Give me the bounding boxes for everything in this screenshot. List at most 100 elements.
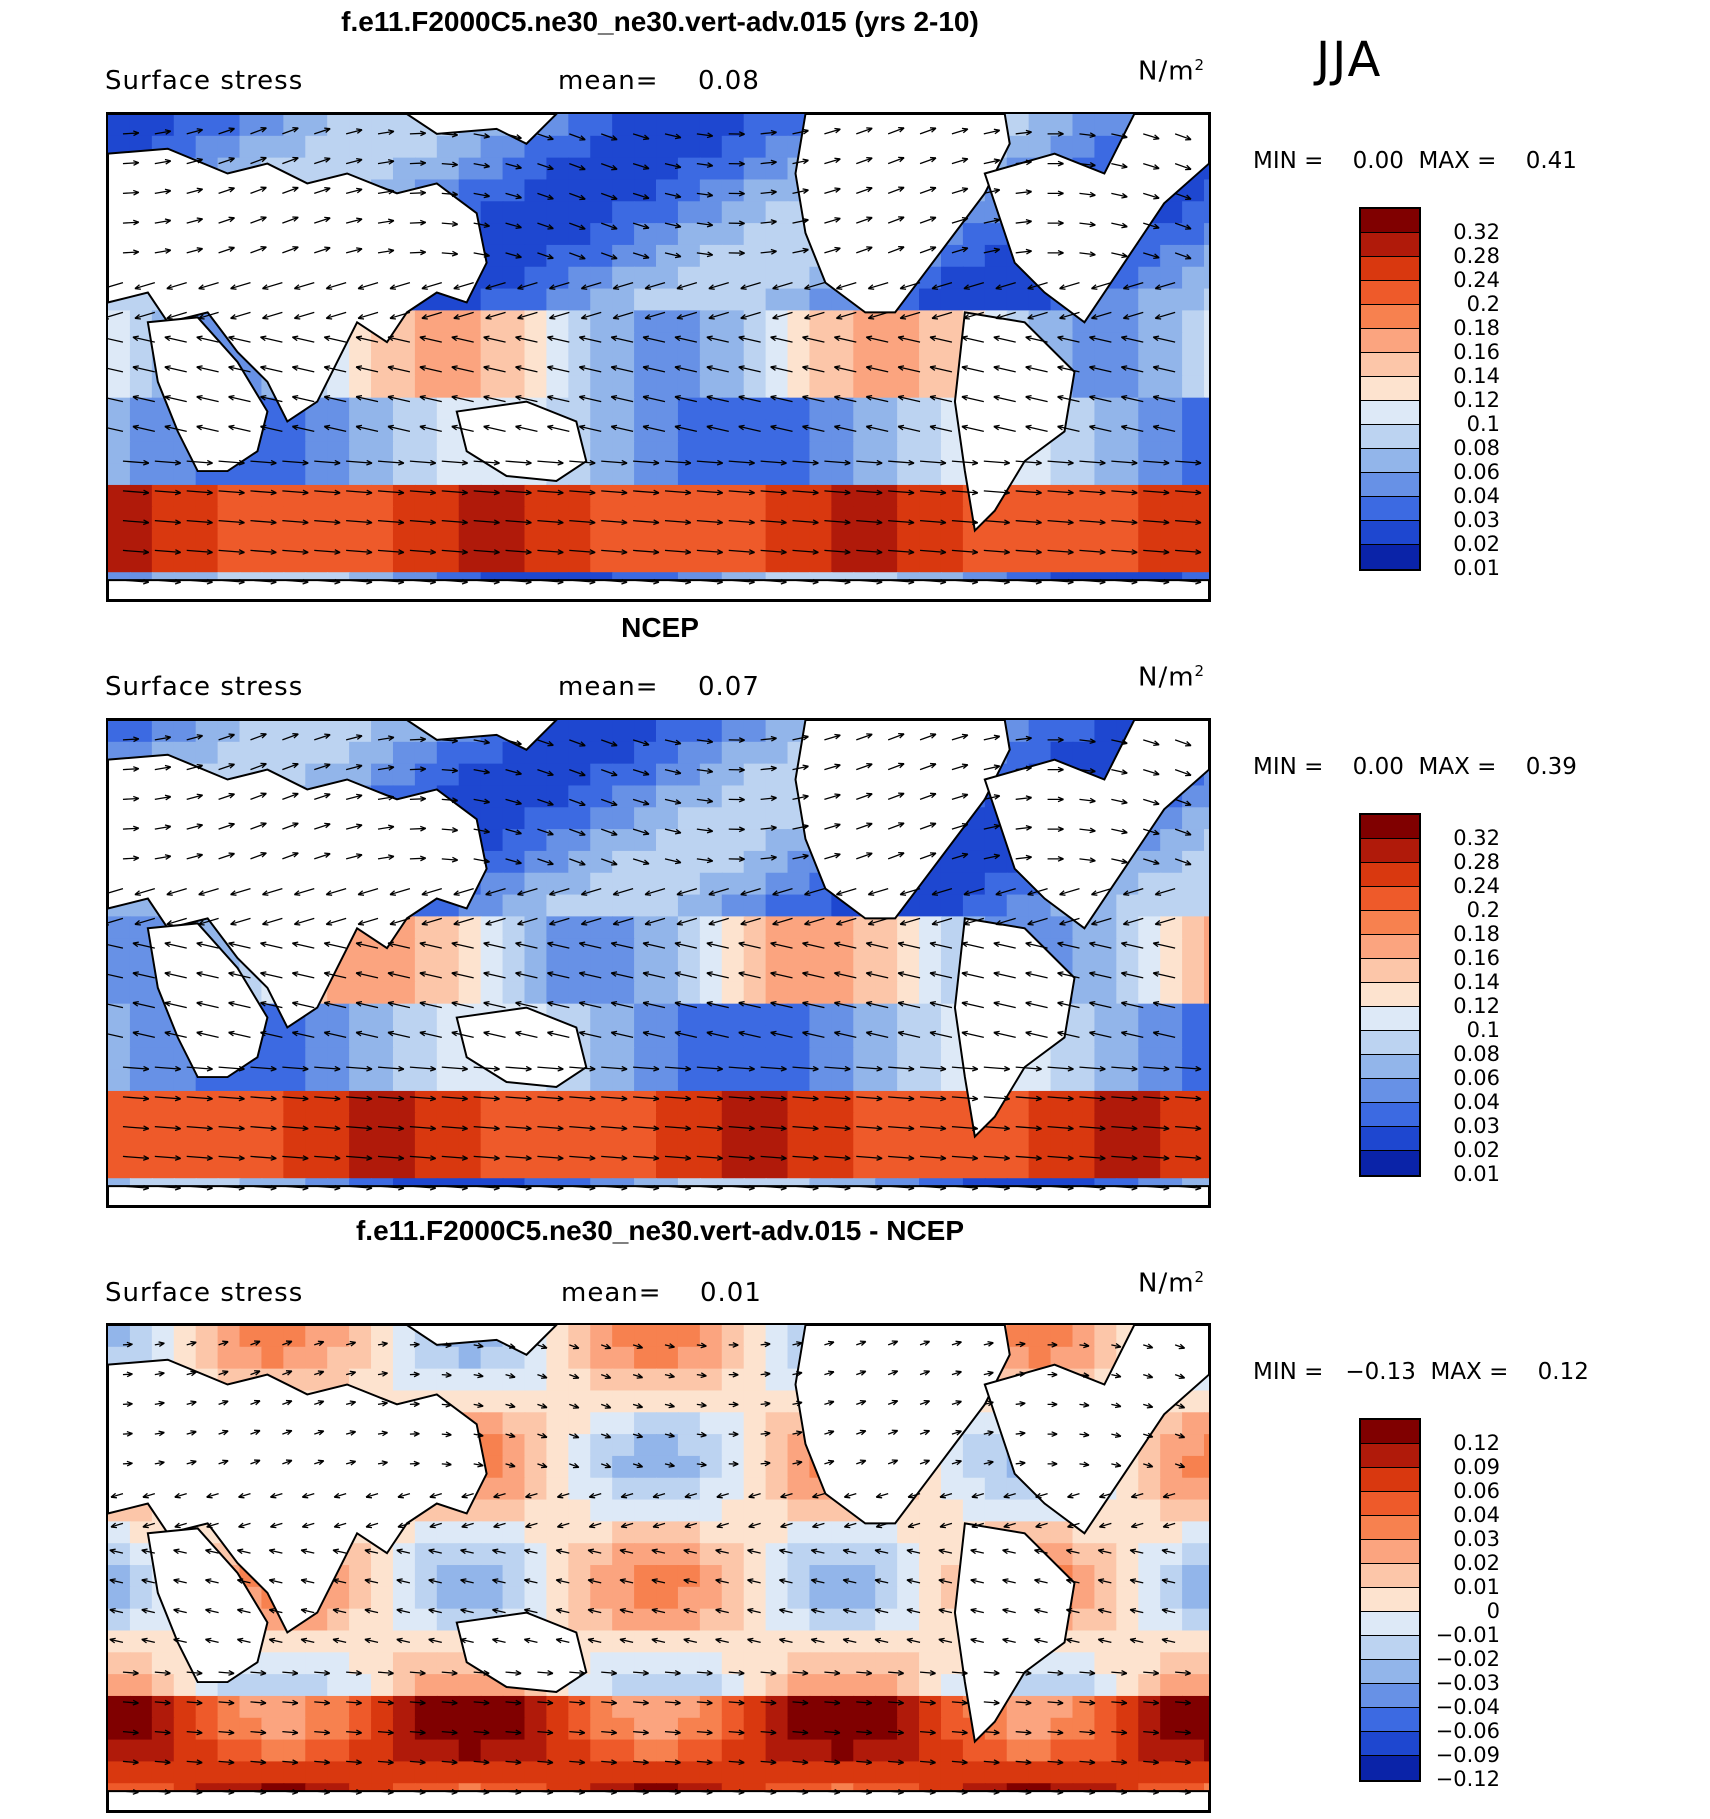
panel-1-title: f.e11.F2000C5.ne30_ne30.vert-adv.015 (yr… [341, 6, 979, 37]
panel-3-variable: Surface stress [105, 1278, 304, 1308]
colorbar-swatch [1361, 305, 1419, 329]
colorbar-tick-label: 0.01 [1453, 556, 1500, 580]
panel-1-map [106, 112, 1211, 602]
colorbar-tick-label: 0.24 [1453, 874, 1500, 898]
panel-2-colorbar-labels: 0.32 0.28 0.24 0.2 0.18 0.16 0.14 0.12 0.1 0.08 0.… [1432, 826, 1500, 1186]
continents [108, 1325, 1209, 1811]
colorbar-tick-label: 0.03 [1453, 508, 1500, 532]
colorbar-swatch [1361, 1636, 1419, 1660]
map-svg [108, 1325, 1209, 1811]
colorbar-tick-label: 0.24 [1453, 268, 1500, 292]
colorbar-tick-label: 0.04 [1453, 1090, 1500, 1114]
colorbar-swatch [1361, 959, 1419, 983]
colorbar-tick-label: 0.32 [1453, 220, 1500, 244]
colorbar-tick-label: −0.01 [1435, 1623, 1500, 1647]
colorbar-swatch [1361, 329, 1419, 353]
colorbar-tick-label: 0.1 [1466, 1018, 1500, 1042]
colorbar-tick-label: 0.12 [1453, 388, 1500, 412]
colorbar-tick-label: 0.16 [1453, 340, 1500, 364]
colorbar-swatch [1361, 497, 1419, 521]
colorbar-tick-label: 0.14 [1453, 970, 1500, 994]
panel-3-mean-label: mean= [561, 1278, 662, 1308]
colorbar-swatch [1361, 425, 1419, 449]
colorbar-swatch [1361, 1732, 1419, 1756]
colorbar-tick-label: −0.12 [1435, 1767, 1500, 1791]
colorbar-swatch [1361, 209, 1419, 233]
colorbar-tick-label: 0.12 [1453, 994, 1500, 1018]
colorbar-tick-label: 0.08 [1453, 1042, 1500, 1066]
colorbar-tick-label: 0.06 [1453, 460, 1500, 484]
panel-2-title: NCEP [621, 612, 699, 643]
colorbar-swatch [1361, 353, 1419, 377]
colorbar-swatch [1361, 377, 1419, 401]
colorbar-swatch [1361, 1684, 1419, 1708]
continents [108, 720, 1209, 1206]
colorbar-tick-label: 0.18 [1453, 316, 1500, 340]
colorbar-tick-label: 0.03 [1453, 1527, 1500, 1551]
colorbar-swatch [1361, 1588, 1419, 1612]
colorbar-swatch [1361, 1756, 1419, 1780]
colorbar-swatch [1361, 473, 1419, 497]
colorbar-swatch [1361, 1516, 1419, 1540]
colorbar-swatch [1361, 1540, 1419, 1564]
panel-3-units: N/m2 [1138, 1268, 1206, 1299]
panel-2-map [106, 718, 1211, 1208]
panel-3-title: f.e11.F2000C5.ne30_ne30.vert-adv.015 - N… [355, 1215, 965, 1246]
colorbar-tick-label: 0.2 [1466, 898, 1500, 922]
colorbar-tick-label: −0.06 [1435, 1719, 1500, 1743]
colorbar-swatch [1361, 401, 1419, 425]
colorbar-swatch [1361, 1708, 1419, 1732]
colorbar-swatch [1361, 839, 1419, 863]
panel-1-colorbar [1359, 207, 1421, 571]
colorbar-swatch [1361, 887, 1419, 911]
colorbar-swatch [1361, 1444, 1419, 1468]
colorbar-swatch [1361, 1031, 1419, 1055]
colorbar-swatch [1361, 1007, 1419, 1031]
colorbar-swatch [1361, 1564, 1419, 1588]
panel-1-colorbar-labels: 0.32 0.28 0.24 0.2 0.18 0.16 0.14 0.12 0.1 0.08 0.… [1432, 220, 1500, 580]
map-svg [108, 114, 1209, 600]
colorbar-tick-label: 0.18 [1453, 922, 1500, 946]
colorbar-tick-label: 0.04 [1453, 1503, 1500, 1527]
colorbar-swatch [1361, 1151, 1419, 1175]
colorbar-swatch [1361, 1660, 1419, 1684]
colorbar-tick-label: 0.28 [1453, 850, 1500, 874]
panel-1-mean-value: 0.08 [698, 66, 760, 96]
colorbar-tick-label: 0.06 [1453, 1066, 1500, 1090]
colorbar-tick-label: −0.09 [1435, 1743, 1500, 1767]
colorbar-swatch [1361, 257, 1419, 281]
panel-1-units: N/m2 [1138, 56, 1206, 87]
colorbar-tick-label: 0.04 [1453, 484, 1500, 508]
colorbar-swatch [1361, 521, 1419, 545]
colorbar-swatch [1361, 545, 1419, 569]
colorbar-tick-label: 0.02 [1453, 532, 1500, 556]
colorbar-swatch [1361, 1103, 1419, 1127]
colorbar-tick-label: −0.03 [1435, 1671, 1500, 1695]
colorbar-tick-label: 0.01 [1453, 1162, 1500, 1186]
colorbar-tick-label: 0.16 [1453, 946, 1500, 970]
colorbar-swatch [1361, 1492, 1419, 1516]
wind-stress-vectors [109, 1340, 1191, 1795]
colorbar-tick-label: 0.06 [1453, 1479, 1500, 1503]
panel-2-variable: Surface stress [105, 672, 304, 702]
colorbar-tick-label: 0.02 [1453, 1138, 1500, 1162]
colorbar-swatch [1361, 449, 1419, 473]
colorbar-tick-label: −0.02 [1435, 1647, 1500, 1671]
colorbar-tick-label: 0.2 [1466, 292, 1500, 316]
colorbar-swatch [1361, 1420, 1419, 1444]
colorbar-tick-label: 0.28 [1453, 244, 1500, 268]
colorbar-tick-label: 0.32 [1453, 826, 1500, 850]
panel-2-minmax: MIN = 0.00 MAX = 0.39 [1253, 754, 1577, 780]
panel-1-variable: Surface stress [105, 66, 304, 96]
colorbar-tick-label: 0 [1486, 1599, 1500, 1623]
wind-stress-vectors [108, 126, 1202, 585]
colorbar-tick-label: 0.12 [1453, 1431, 1500, 1455]
colorbar-swatch [1361, 281, 1419, 305]
colorbar-swatch [1361, 233, 1419, 257]
panel-1-minmax: MIN = 0.00 MAX = 0.41 [1253, 148, 1577, 174]
panel-3-colorbar [1359, 1418, 1421, 1782]
continents [108, 114, 1209, 600]
panel-2-units: N/m2 [1138, 662, 1206, 693]
colorbar-swatch [1361, 1468, 1419, 1492]
colorbar-tick-label: 0.01 [1453, 1575, 1500, 1599]
